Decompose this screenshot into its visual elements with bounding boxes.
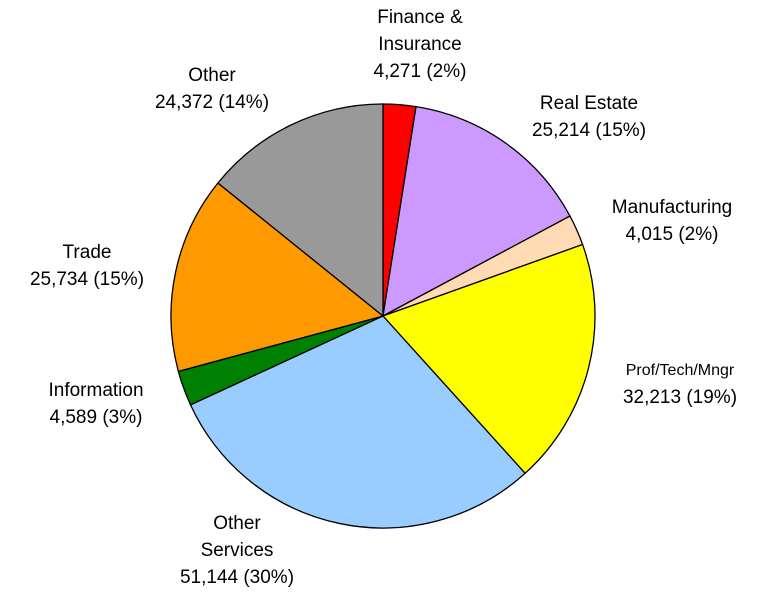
slice-category-label: Prof/Tech/Mngr xyxy=(626,362,735,379)
label-line: Finance & xyxy=(377,7,463,28)
slice-category-label: Information xyxy=(48,380,143,401)
slice-value-label: 32,213 (19%) xyxy=(623,387,737,408)
slice-value-label: 4,271 (2%) xyxy=(374,61,467,82)
label-line: Real Estate xyxy=(540,93,638,114)
slice-value-label: 4,589 (3%) xyxy=(50,407,143,428)
slice-category-label: Finance & Insurance xyxy=(377,7,463,55)
pie-slice xyxy=(170,182,385,373)
pie-slice xyxy=(382,105,571,318)
slice-value-label: 4,015 (2%) xyxy=(626,224,719,245)
pie-slice xyxy=(216,103,384,318)
pie-slice xyxy=(189,315,527,529)
label-line: Other xyxy=(213,513,261,534)
label-line: Information xyxy=(48,380,143,401)
pie-slice xyxy=(381,243,596,475)
label-line: Services xyxy=(201,540,274,561)
slice-category-label: Manufacturing xyxy=(612,197,732,218)
label-line: Insurance xyxy=(378,34,461,55)
label-line: Other xyxy=(188,65,236,86)
slice-value-label: 25,734 (15%) xyxy=(30,269,144,290)
slice-category-label: Real Estate xyxy=(540,93,638,114)
label-line: Prof/Tech/Mngr xyxy=(626,362,735,379)
slice-category-label: Other Services xyxy=(201,513,274,561)
label-line: Manufacturing xyxy=(612,197,732,218)
slice-category-label: Trade xyxy=(63,242,112,263)
slice-value-label: 24,372 (14%) xyxy=(155,92,269,113)
slice-value-label: 51,144 (30%) xyxy=(180,567,294,588)
slice-value-label: 25,214 (15%) xyxy=(532,120,646,141)
label-line: Trade xyxy=(63,242,112,263)
slice-category-label: Other xyxy=(188,65,236,86)
